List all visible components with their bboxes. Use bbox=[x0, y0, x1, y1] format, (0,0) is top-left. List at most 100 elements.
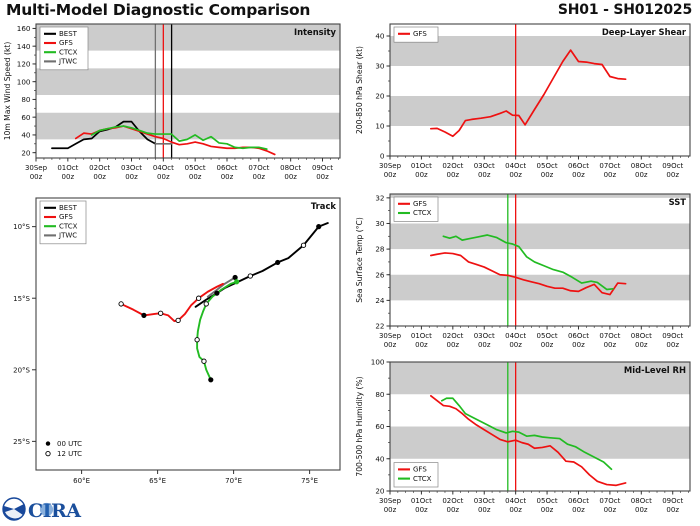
track-marker-00utc bbox=[316, 224, 322, 230]
x-tick-sublabel: 00z bbox=[572, 171, 585, 179]
y-tick-label: 22 bbox=[375, 322, 384, 331]
legend-label: BEST bbox=[59, 30, 78, 38]
shaded-band bbox=[36, 112, 340, 140]
y-tick-label: 100 bbox=[17, 77, 31, 86]
panel-title: Track bbox=[311, 201, 337, 211]
x-tick-label: 03Oct bbox=[474, 162, 495, 170]
x-tick-label: 02Oct bbox=[442, 497, 463, 505]
x-tick-sublabel: 00z bbox=[541, 171, 554, 179]
y-tick-label: 24 bbox=[375, 296, 385, 305]
track-line-jtwc bbox=[206, 276, 237, 298]
x-tick-label: 05Oct bbox=[185, 164, 206, 172]
x-tick-label: 09Oct bbox=[662, 332, 683, 340]
chart-sst: 22242628303230Sep00z01Oct00z02Oct00z03Oc… bbox=[355, 193, 691, 349]
legend-label: GFS bbox=[59, 213, 73, 221]
x-tick-sublabel: 00z bbox=[384, 341, 397, 349]
x-tick-label: 06Oct bbox=[216, 164, 237, 172]
x-tick-label: 30Sep bbox=[379, 332, 402, 340]
x-tick-sublabel: 00z bbox=[125, 173, 138, 181]
x-tick-sublabel: 00z bbox=[221, 173, 234, 181]
legend-label: GFS bbox=[59, 39, 73, 47]
marker-legend-00utc-icon bbox=[45, 441, 51, 446]
noaa-emblem-icon bbox=[2, 497, 26, 521]
x-tick-label: 08Oct bbox=[280, 164, 301, 172]
shaded-band bbox=[390, 274, 690, 301]
x-tick-label: 04Oct bbox=[153, 164, 174, 172]
page-title: Multi-Model Diagnostic Comparison bbox=[6, 1, 311, 19]
lat-tick-label: 25°S bbox=[13, 438, 30, 446]
x-tick-label: 07Oct bbox=[248, 164, 269, 172]
x-tick-label: 04Oct bbox=[505, 497, 526, 505]
lon-tick-label: 65°E bbox=[149, 477, 166, 485]
series-line-ctcx bbox=[440, 397, 613, 471]
track-marker-00utc bbox=[214, 290, 220, 296]
chart-intensity: 2040608010012014016030Sep00z01Oct00z02Oc… bbox=[3, 23, 341, 181]
x-tick-label: 04Oct bbox=[505, 332, 526, 340]
x-tick-label: 01Oct bbox=[57, 164, 78, 172]
y-tick-label: 32 bbox=[375, 193, 384, 202]
x-tick-sublabel: 00z bbox=[157, 173, 170, 181]
x-tick-sublabel: 00z bbox=[635, 506, 648, 514]
lat-tick-label: 10°S bbox=[13, 223, 30, 231]
x-tick-sublabel: 00z bbox=[189, 173, 202, 181]
x-tick-label: 01Oct bbox=[411, 332, 432, 340]
x-tick-sublabel: 00z bbox=[635, 341, 648, 349]
shaded-band bbox=[390, 223, 690, 250]
legend-label: GFS bbox=[413, 30, 427, 38]
track-marker-00utc bbox=[234, 279, 240, 285]
panel-shear: 0 10 20 30 40 30Sep 00z 01Oct 00z 02Oct 00z 03Oct 00… bbox=[350, 18, 698, 190]
y-tick-label: 40 bbox=[375, 32, 385, 41]
x-tick-label: 07Oct bbox=[599, 162, 620, 170]
x-tick-label: 07Oct bbox=[599, 497, 620, 505]
legend-label: CTCX bbox=[413, 475, 432, 483]
series-line-gfs bbox=[429, 395, 627, 487]
track-marker-00utc bbox=[232, 274, 238, 281]
panel-title: SST bbox=[669, 197, 687, 207]
x-tick-sublabel: 00z bbox=[62, 173, 75, 181]
x-tick-label: 02Oct bbox=[442, 332, 463, 340]
panel-track: 10°S 15°S 20°S 25°S 60°E 65°E 70°E 75°E Track BES… bbox=[0, 192, 350, 498]
track-marker-12utc bbox=[300, 242, 307, 248]
shaded-band bbox=[390, 426, 690, 459]
x-tick-label: 30Sep bbox=[379, 162, 402, 170]
x-tick-sublabel: 00z bbox=[604, 341, 617, 349]
y-tick-label: 0 bbox=[380, 152, 385, 161]
legend-label: JTWC bbox=[58, 58, 77, 66]
track-marker-00utc bbox=[275, 259, 281, 266]
legend-label: GFS bbox=[413, 466, 427, 474]
x-tick-label: 03Oct bbox=[474, 332, 495, 340]
series-line-ctcx bbox=[90, 125, 268, 150]
track-marker-12utc bbox=[194, 337, 200, 343]
x-tick-label: 09Oct bbox=[312, 164, 333, 172]
x-tick-sublabel: 00z bbox=[635, 171, 648, 179]
marker-legend-label: 12 UTC bbox=[57, 450, 82, 458]
legend-label: GFS bbox=[413, 200, 427, 208]
shaded-band bbox=[36, 68, 340, 95]
x-tick-sublabel: 00z bbox=[509, 171, 522, 179]
track-marker-00utc bbox=[208, 377, 214, 383]
y-tick-label: 40 bbox=[375, 454, 385, 463]
lon-tick-label: 70°E bbox=[225, 477, 242, 485]
chart-track: 10°S 15°S 20°S 25°S 60°E 65°E 70°E 75°E Track BES… bbox=[13, 197, 341, 485]
series-line-gfs bbox=[429, 252, 627, 296]
svg-text:CIRA: CIRA bbox=[28, 500, 81, 522]
x-tick-label: 04Oct bbox=[505, 162, 526, 170]
y-tick-label: 80 bbox=[21, 95, 31, 104]
x-tick-sublabel: 00z bbox=[447, 341, 460, 349]
y-tick-label: 30 bbox=[375, 219, 385, 228]
y-tick-label: 26 bbox=[375, 270, 385, 279]
y-tick-label: 140 bbox=[17, 42, 31, 51]
panel-title: Deep-Layer Shear bbox=[602, 27, 687, 37]
track-marker-12utc bbox=[157, 310, 164, 316]
y-tick-label: 28 bbox=[375, 245, 385, 254]
x-tick-sublabel: 00z bbox=[478, 171, 491, 179]
x-tick-sublabel: 00z bbox=[415, 171, 428, 179]
y-tick-label: 20 bbox=[375, 487, 385, 496]
y-tick-label: 30 bbox=[375, 62, 385, 71]
x-tick-sublabel: 00z bbox=[541, 506, 554, 514]
x-tick-sublabel: 00z bbox=[666, 506, 679, 514]
lat-tick-label: 15°S bbox=[13, 295, 30, 303]
